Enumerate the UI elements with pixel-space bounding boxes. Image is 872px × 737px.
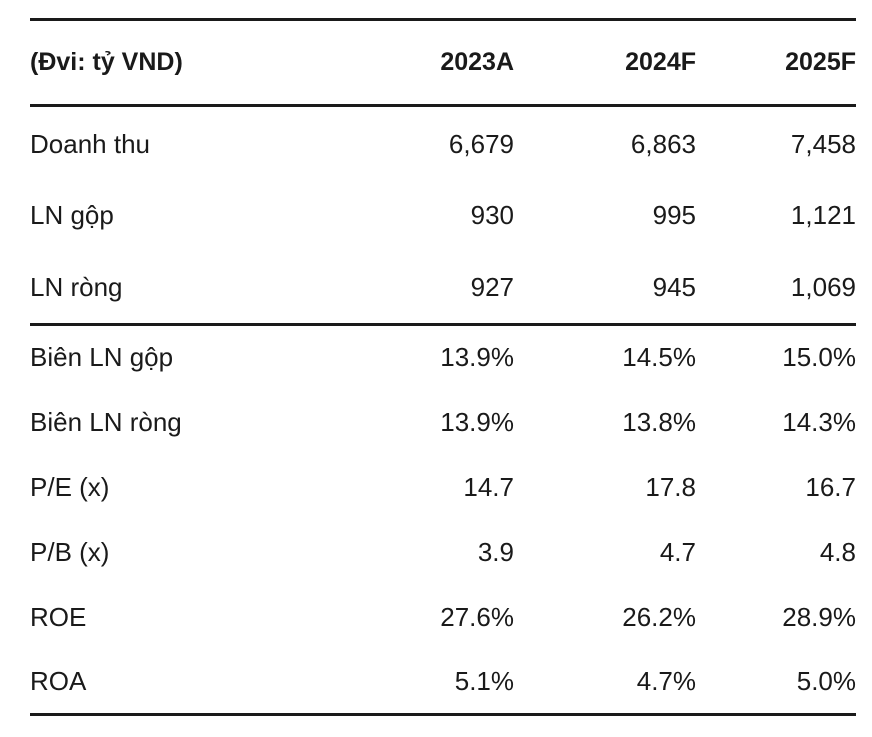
cell-value: 6,863 [630,129,696,160]
cell-value: 13.9% [440,342,514,373]
financial-table-container: (Đvi: tỷ VND) 2023A 2024F 2025F Doanh th… [30,18,856,716]
year-header-2025f: 2025F [785,48,856,76]
cell-value: 14.7 [463,471,514,502]
unit-label: (Đvi: tỷ VND) [30,48,183,76]
row-label: P/B (x) [30,536,110,567]
cell-value: 15.0% [782,342,856,373]
cell-value: 16.7 [805,471,856,502]
cell-value: 4.7% [636,665,696,696]
row-label: LN gộp [30,199,114,230]
row-label: Biên LN ròng [30,406,182,437]
table-row: P/E (x) 14.7 17.8 16.7 [30,455,856,520]
cell-value: 4.8 [819,536,856,567]
row-label: P/E (x) [30,471,110,502]
cell-value: 930 [470,199,514,230]
cell-value: 927 [470,271,514,302]
cell-value: 1,121 [790,199,856,230]
table-row: ROE 27.6% 26.2% 28.9% [30,585,856,650]
row-label: ROE [30,601,87,632]
row-label: Biên LN gộp [30,342,174,373]
year-header-2024f: 2024F [625,48,696,76]
table-row: Doanh thu 6,679 6,863 7,458 [30,106,856,179]
ratios-block: Biên LN gộp 13.9% 14.5% 15.0% Biên LN rò… [30,325,856,715]
cell-value: 13.8% [622,406,696,437]
year-header-2023a: 2023A [440,48,514,76]
table-header: (Đvi: tỷ VND) 2023A 2024F 2025F [30,19,856,106]
financial-summary-table: (Đvi: tỷ VND) 2023A 2024F 2025F Doanh th… [30,18,856,716]
table-row: P/B (x) 3.9 4.7 4.8 [30,520,856,585]
cell-value: 3.9 [477,536,514,567]
cell-value: 1,069 [790,271,856,302]
table-row: LN ròng 927 945 1,069 [30,252,856,325]
cell-value: 17.8 [645,471,696,502]
row-label: LN ròng [30,271,123,302]
row-label: Doanh thu [30,129,150,160]
cell-value: 5.0% [796,665,856,696]
table-row: Biên LN ròng 13.9% 13.8% 14.3% [30,390,856,455]
cell-value: 945 [652,271,696,302]
cell-value: 7,458 [790,129,856,160]
table-row: ROA 5.1% 4.7% 5.0% [30,650,856,715]
cell-value: 28.9% [782,601,856,632]
cell-value: 5.1% [454,665,514,696]
row-label: ROA [30,665,87,696]
table-row: LN gộp 930 995 1,121 [30,179,856,252]
cell-value: 6,679 [448,129,514,160]
table-row: Biên LN gộp 13.9% 14.5% 15.0% [30,325,856,390]
header-row: (Đvi: tỷ VND) 2023A 2024F 2025F [30,19,856,106]
cell-value: 995 [652,199,696,230]
cell-value: 14.5% [622,342,696,373]
cell-value: 27.6% [440,601,514,632]
income-block: Doanh thu 6,679 6,863 7,458 LN gộp 930 9… [30,106,856,325]
cell-value: 26.2% [622,601,696,632]
cell-value: 14.3% [782,406,856,437]
cell-value: 13.9% [440,406,514,437]
cell-value: 4.7 [659,536,696,567]
